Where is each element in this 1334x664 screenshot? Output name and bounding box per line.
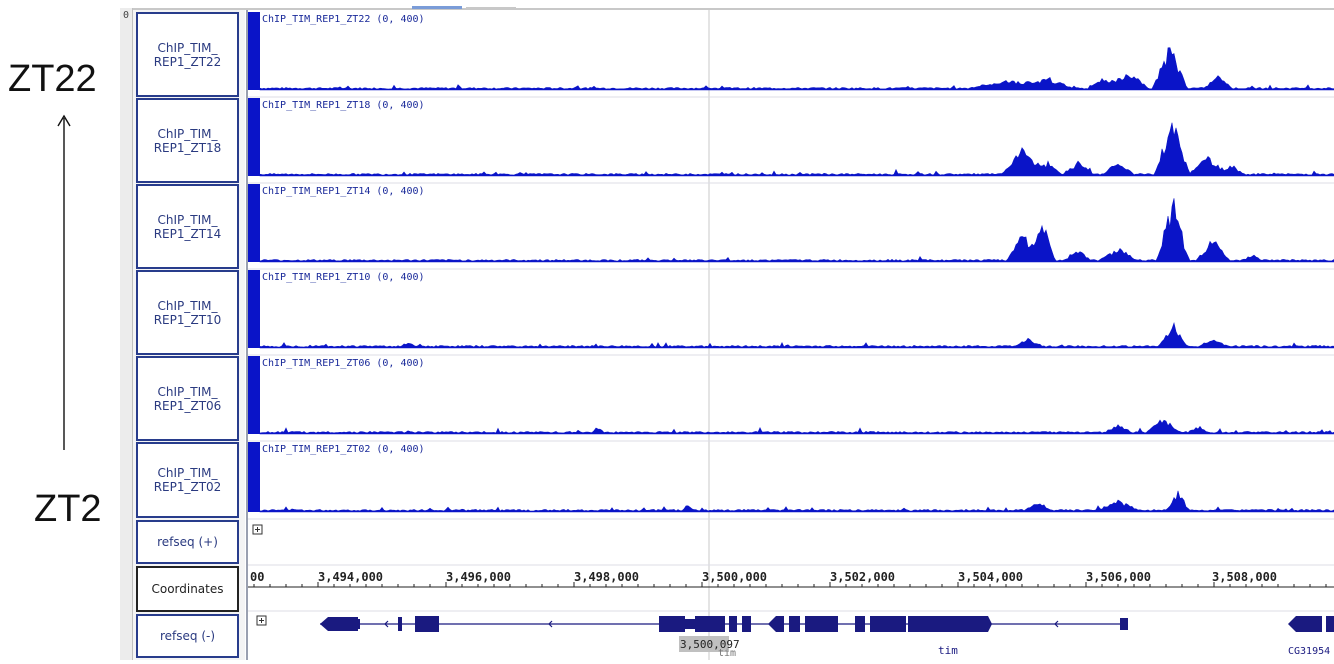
signal-profile [259,122,1334,177]
track-name-line1: ChIP_TIM_ [157,298,218,313]
track-name-line2: REP1_ZT10 [153,312,222,327]
signal-profile [259,419,1334,435]
track-name-line1: ChIP_TIM_ [157,384,218,399]
tab-indicator[interactable] [412,6,462,9]
track-name-label: Coordinates [151,582,224,596]
track-name-label: refseq (-) [159,629,216,643]
track-data-panel[interactable]: ChIP_TIM_REP1_ZT22 (0, 400) ChIP_TIM_REP1… [246,10,1334,660]
gene-label: tim [938,644,958,657]
left-gutter [120,8,133,660]
ruler-tick-label: 3,494,000 [318,570,383,584]
zt-bottom-label: ZT2 [34,488,102,530]
gene-label: CG31954 [1288,646,1330,657]
track-scale-bar [248,12,260,90]
track-name-refseq-plus[interactable]: refseq (+) [136,520,239,564]
cursor-position-readout: 3,500,097 [680,638,740,651]
track-name-line1: ChIP_TIM_ [157,40,218,55]
track-name-refseq-minus[interactable]: refseq (-) [136,614,239,658]
plus-box-icon[interactable] [252,524,263,535]
track-header-label: ChIP_TIM_REP1_ZT18 (0, 400) [262,100,425,111]
ruler-tick-label: 3,498,000 [574,570,639,584]
tab-indicator-inactive[interactable] [466,7,516,9]
track-name-line2: REP1_ZT06 [153,398,222,413]
gutter-zero-label: 0 [123,10,130,21]
track-header-label: ChIP_TIM_REP1_ZT22 (0, 400) [262,14,425,25]
signal-profile [259,322,1334,349]
signal-tracks: ChIP_TIM_REP1_ZT22 (0, 400) ChIP_TIM_REP1… [248,12,1334,513]
zt-top-label: ZT22 [8,58,97,100]
plus-box-icon[interactable] [256,615,267,626]
track-separators [248,96,1334,612]
coordinate-ruler [248,582,1334,588]
track-name-line2: REP1_ZT22 [153,54,222,69]
signal-profile [259,490,1334,513]
track-name-zt22[interactable]: ChIP_TIM_ REP1_ZT22 [136,12,239,97]
ruler-tick-label: 3,506,000 [1086,570,1151,584]
signal-profile [259,47,1334,91]
track-name-line2: REP1_ZT02 [153,480,222,494]
gene-model-cg31954[interactable] [1288,616,1334,632]
track-name-zt06[interactable]: ChIP_TIM_ REP1_ZT06 [136,356,239,441]
track-header-label: ChIP_TIM_REP1_ZT10 (0, 400) [262,272,425,283]
track-scale-bar [248,270,260,348]
track-name-coordinates[interactable]: Coordinates [136,566,239,612]
gene-model-tim[interactable] [320,616,1128,632]
ruler-leading-tick: 00 [250,570,264,584]
ruler-tick-label: 3,504,000 [958,570,1023,584]
time-annotation: ZT22 ZT2 [0,0,120,660]
gene-label: tim [718,648,736,659]
track-name-line2: REP1_ZT18 [153,140,222,155]
track-scale-bar [248,442,260,512]
track-header-label: ChIP_TIM_REP1_ZT02 (0, 400) [262,444,425,455]
time-arrow-icon [57,114,71,450]
track-name-label: refseq (+) [157,535,218,549]
signal-profile [259,198,1334,263]
track-scale-bar [248,184,260,262]
window-top-border [130,8,1334,10]
track-name-line1: ChIP_TIM_ [157,466,218,480]
track-scale-bar [248,356,260,434]
track-name-zt14[interactable]: ChIP_TIM_ REP1_ZT14 [136,184,239,269]
track-scale-bar [248,98,260,176]
track-header-label: ChIP_TIM_REP1_ZT14 (0, 400) [262,186,425,197]
track-name-zt02[interactable]: ChIP_TIM_ REP1_ZT02 [136,442,239,518]
ruler-tick-label: 3,508,000 [1212,570,1277,584]
track-header-label: ChIP_TIM_REP1_ZT06 (0, 400) [262,358,425,369]
ruler-tick-label: 3,496,000 [446,570,511,584]
track-name-line2: REP1_ZT14 [153,226,222,241]
track-name-line1: ChIP_TIM_ [157,126,218,141]
ruler-tick-label: 3,502,000 [830,570,895,584]
track-name-zt10[interactable]: ChIP_TIM_ REP1_ZT10 [136,270,239,355]
ruler-tick-label: 3,500,000 [702,570,767,584]
track-name-zt18[interactable]: ChIP_TIM_ REP1_ZT18 [136,98,239,183]
tracks-canvas[interactable]: ChIP_TIM_REP1_ZT22 (0, 400) ChIP_TIM_REP1… [248,10,1334,660]
track-name-line1: ChIP_TIM_ [157,212,218,227]
cursor-position-box [679,636,729,652]
